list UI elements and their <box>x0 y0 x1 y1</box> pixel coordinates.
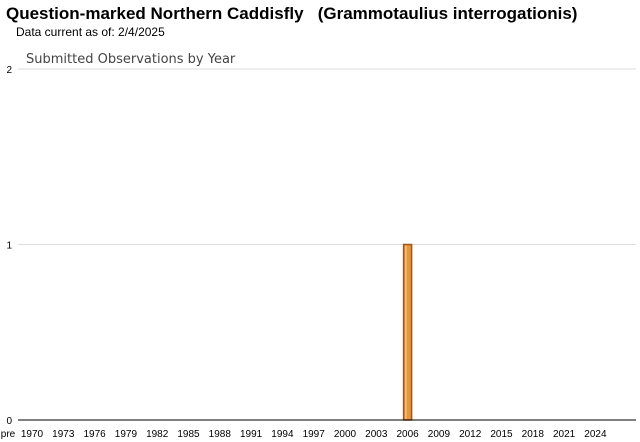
x-tick-label: 1985 <box>177 429 200 440</box>
x-tick-label: 1997 <box>303 429 326 440</box>
data-current-date: Data current as of: 2/4/2025 <box>16 25 165 39</box>
x-tick-label: 2024 <box>584 429 607 440</box>
gridlines <box>18 68 636 245</box>
x-tick-label: 1991 <box>240 429 263 440</box>
x-tick-label: 2006 <box>396 429 419 440</box>
x-tick-label: pre <box>1 429 16 440</box>
x-tick-label: 2015 <box>490 429 513 440</box>
x-tick-label: 2012 <box>459 429 482 440</box>
chart-title: Submitted Observations by Year <box>26 52 236 67</box>
bars <box>402 243 413 421</box>
bar-highlight-2006 <box>405 245 407 419</box>
x-tick-label: 1979 <box>115 429 138 440</box>
x-tick-label: 1994 <box>271 429 294 440</box>
species-title: Question-marked Northern Caddisfly (Gram… <box>6 4 578 23</box>
x-tick-label: 2018 <box>522 429 545 440</box>
x-tick-label: 2000 <box>334 429 357 440</box>
y-axis-ticks: 0 1 2 <box>6 65 12 427</box>
bar-2006 <box>402 243 413 421</box>
y-tick-label: 0 <box>6 416 12 427</box>
x-tick-label: 1973 <box>52 429 75 440</box>
x-tick-label: 2021 <box>553 429 576 440</box>
x-tick-label: 1988 <box>209 429 232 440</box>
x-tick-label: 1982 <box>146 429 169 440</box>
x-tick-label: 2003 <box>365 429 388 440</box>
x-axis-ticks: pre 1970 1973 1976 1979 1982 1985 1988 1991 1994 1… <box>1 429 607 440</box>
x-tick-label: 1970 <box>21 429 44 440</box>
y-tick-label: 2 <box>6 65 12 76</box>
y-tick-label: 1 <box>6 241 12 252</box>
x-tick-label: 1976 <box>83 429 106 440</box>
x-tick-label: 2009 <box>428 429 451 440</box>
